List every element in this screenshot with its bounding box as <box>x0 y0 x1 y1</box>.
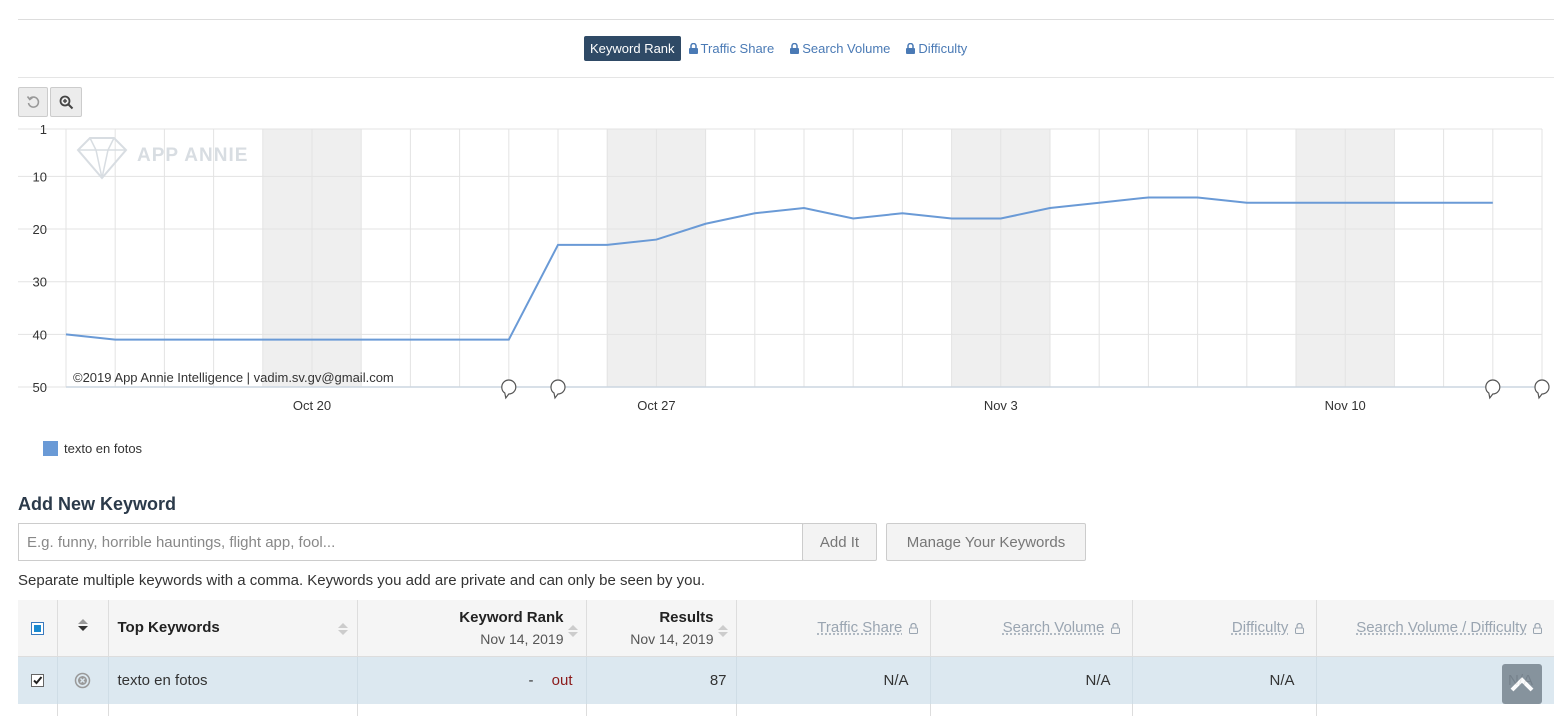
traffic-share-cell: N/A <box>736 656 931 704</box>
annotation-marker-icon <box>550 379 566 400</box>
annotation-marker-icon <box>501 379 517 400</box>
header-results-date: Nov 14, 2019 <box>630 630 714 647</box>
tab-keyword-rank[interactable]: Keyword Rank <box>584 36 681 61</box>
y-tick-label: 20 <box>33 222 47 237</box>
tabs-divider <box>18 77 1554 78</box>
manage-keywords-button[interactable]: Manage Your Keywords <box>886 523 1086 561</box>
annotation-marker-icon <box>1485 379 1501 400</box>
scroll-to-top-button[interactable] <box>1502 664 1542 704</box>
row-action-header[interactable] <box>57 600 109 657</box>
header-results[interactable]: Results Nov 14, 2019 <box>586 600 737 657</box>
x-tick-label: Nov 10 <box>1325 398 1366 413</box>
lock-icon <box>688 43 698 54</box>
legend-label: texto en fotos <box>64 441 143 456</box>
header-search-volume-label: Search Volume <box>1002 619 1105 637</box>
x-tick-label: Oct 27 <box>637 398 675 413</box>
lock-icon <box>908 622 918 634</box>
select-all-cell <box>18 600 58 657</box>
row-checkbox[interactable] <box>30 674 44 688</box>
sort-caret-icon <box>77 618 88 633</box>
rank-value: - <box>528 671 534 689</box>
chevron-up-icon <box>1510 677 1534 692</box>
select-all-checkbox[interactable] <box>30 621 44 635</box>
zoom-icon <box>59 95 73 109</box>
tab-label: Traffic Share <box>700 41 775 56</box>
y-tick-label: 10 <box>33 169 47 184</box>
chart-legend[interactable]: texto en fotos <box>43 441 142 456</box>
legend-swatch <box>43 441 58 456</box>
header-sv-difficulty-label: Search Volume / Difficulty <box>1356 619 1527 637</box>
header-difficulty[interactable]: Difficulty <box>1132 600 1317 657</box>
keywords-table: Top Keywords Keyword Rank Nov 14, 2019 R… <box>18 600 1554 716</box>
y-tick-label: 50 <box>33 380 47 395</box>
y-tick-label: 1 <box>40 122 47 137</box>
checkmark-icon <box>33 676 43 685</box>
y-tick-label: 40 <box>33 327 47 342</box>
tab-difficulty[interactable]: Difficulty <box>898 36 975 61</box>
header-traffic-share-label: Traffic Share <box>817 619 903 637</box>
header-sv-difficulty[interactable]: Search Volume / Difficulty <box>1316 600 1554 657</box>
header-keyword-rank-date: Nov 14, 2019 <box>480 630 564 647</box>
header-search-volume[interactable]: Search Volume <box>930 600 1133 657</box>
top-divider <box>18 19 1554 20</box>
reset-icon <box>26 96 40 108</box>
watermark-text: APP ANNIE <box>137 145 248 166</box>
results-cell: 87 <box>586 656 737 704</box>
tab-label: Difficulty <box>918 41 968 56</box>
header-top-keywords[interactable]: Top Keywords <box>108 600 358 657</box>
rank-cell: - out <box>357 656 587 704</box>
header-difficulty-label: Difficulty <box>1231 619 1289 637</box>
rank-status: out <box>551 671 573 689</box>
tab-search-volume[interactable]: Search Volume <box>782 36 898 61</box>
header-keyword-rank[interactable]: Keyword Rank Nov 14, 2019 <box>357 600 587 657</box>
row-remove-cell <box>57 656 109 704</box>
reset-zoom-button[interactable] <box>18 87 48 117</box>
lock-icon <box>790 43 800 54</box>
keyword-input[interactable] <box>18 523 803 561</box>
tab-label: Search Volume <box>802 41 891 56</box>
header-keyword-rank-label: Keyword Rank <box>459 608 564 626</box>
sort-icon <box>567 624 578 638</box>
series-line <box>65 196 1493 341</box>
add-keyword-title: Add New Keyword <box>18 494 177 514</box>
zoom-button[interactable] <box>50 87 82 117</box>
lock-icon <box>1533 622 1542 634</box>
header-results-label: Results <box>659 608 714 626</box>
table-row <box>18 704 1554 716</box>
add-keyword-hint: Separate multiple keywords with a comma.… <box>18 572 706 589</box>
lock-icon <box>906 43 916 54</box>
sort-icon <box>337 622 348 636</box>
copyright-text: ©2019 App Annie Intelligence | vadim.sv.… <box>73 370 394 385</box>
y-tick-label: 30 <box>33 275 47 290</box>
keyword-cell[interactable]: texto en fotos <box>108 656 358 704</box>
app-annie-watermark: APP ANNIE <box>76 137 248 180</box>
header-traffic-share[interactable]: Traffic Share <box>736 600 931 657</box>
search-volume-cell: N/A <box>930 656 1133 704</box>
table-row: texto en fotos - out 87 N/A N/A N/A N/A <box>18 656 1554 704</box>
keyword-rank-chart: APP ANNIE 1 10 20 30 40 50 Oct 20 Oct 27 Nov 3 N… <box>18 122 1550 413</box>
sort-icon <box>717 624 728 638</box>
tab-label: Keyword Rank <box>590 41 675 56</box>
annotation-marker-icon <box>1534 379 1550 400</box>
diamond-logo-icon <box>76 137 128 180</box>
header-top-keywords-label: Top Keywords <box>117 619 220 637</box>
tab-traffic-share[interactable]: Traffic Share <box>681 36 783 61</box>
row-select-cell <box>18 656 58 704</box>
x-tick-label: Oct 20 <box>293 398 331 413</box>
difficulty-cell: N/A <box>1132 656 1317 704</box>
lock-icon <box>1294 622 1304 634</box>
x-tick-label: Nov 3 <box>984 398 1018 413</box>
remove-icon[interactable] <box>74 672 91 689</box>
lock-icon <box>1110 622 1120 634</box>
metric-tabs: Keyword Rank Traffic Share Search Volume… <box>584 36 975 61</box>
add-it-button[interactable]: Add It <box>802 523 877 561</box>
